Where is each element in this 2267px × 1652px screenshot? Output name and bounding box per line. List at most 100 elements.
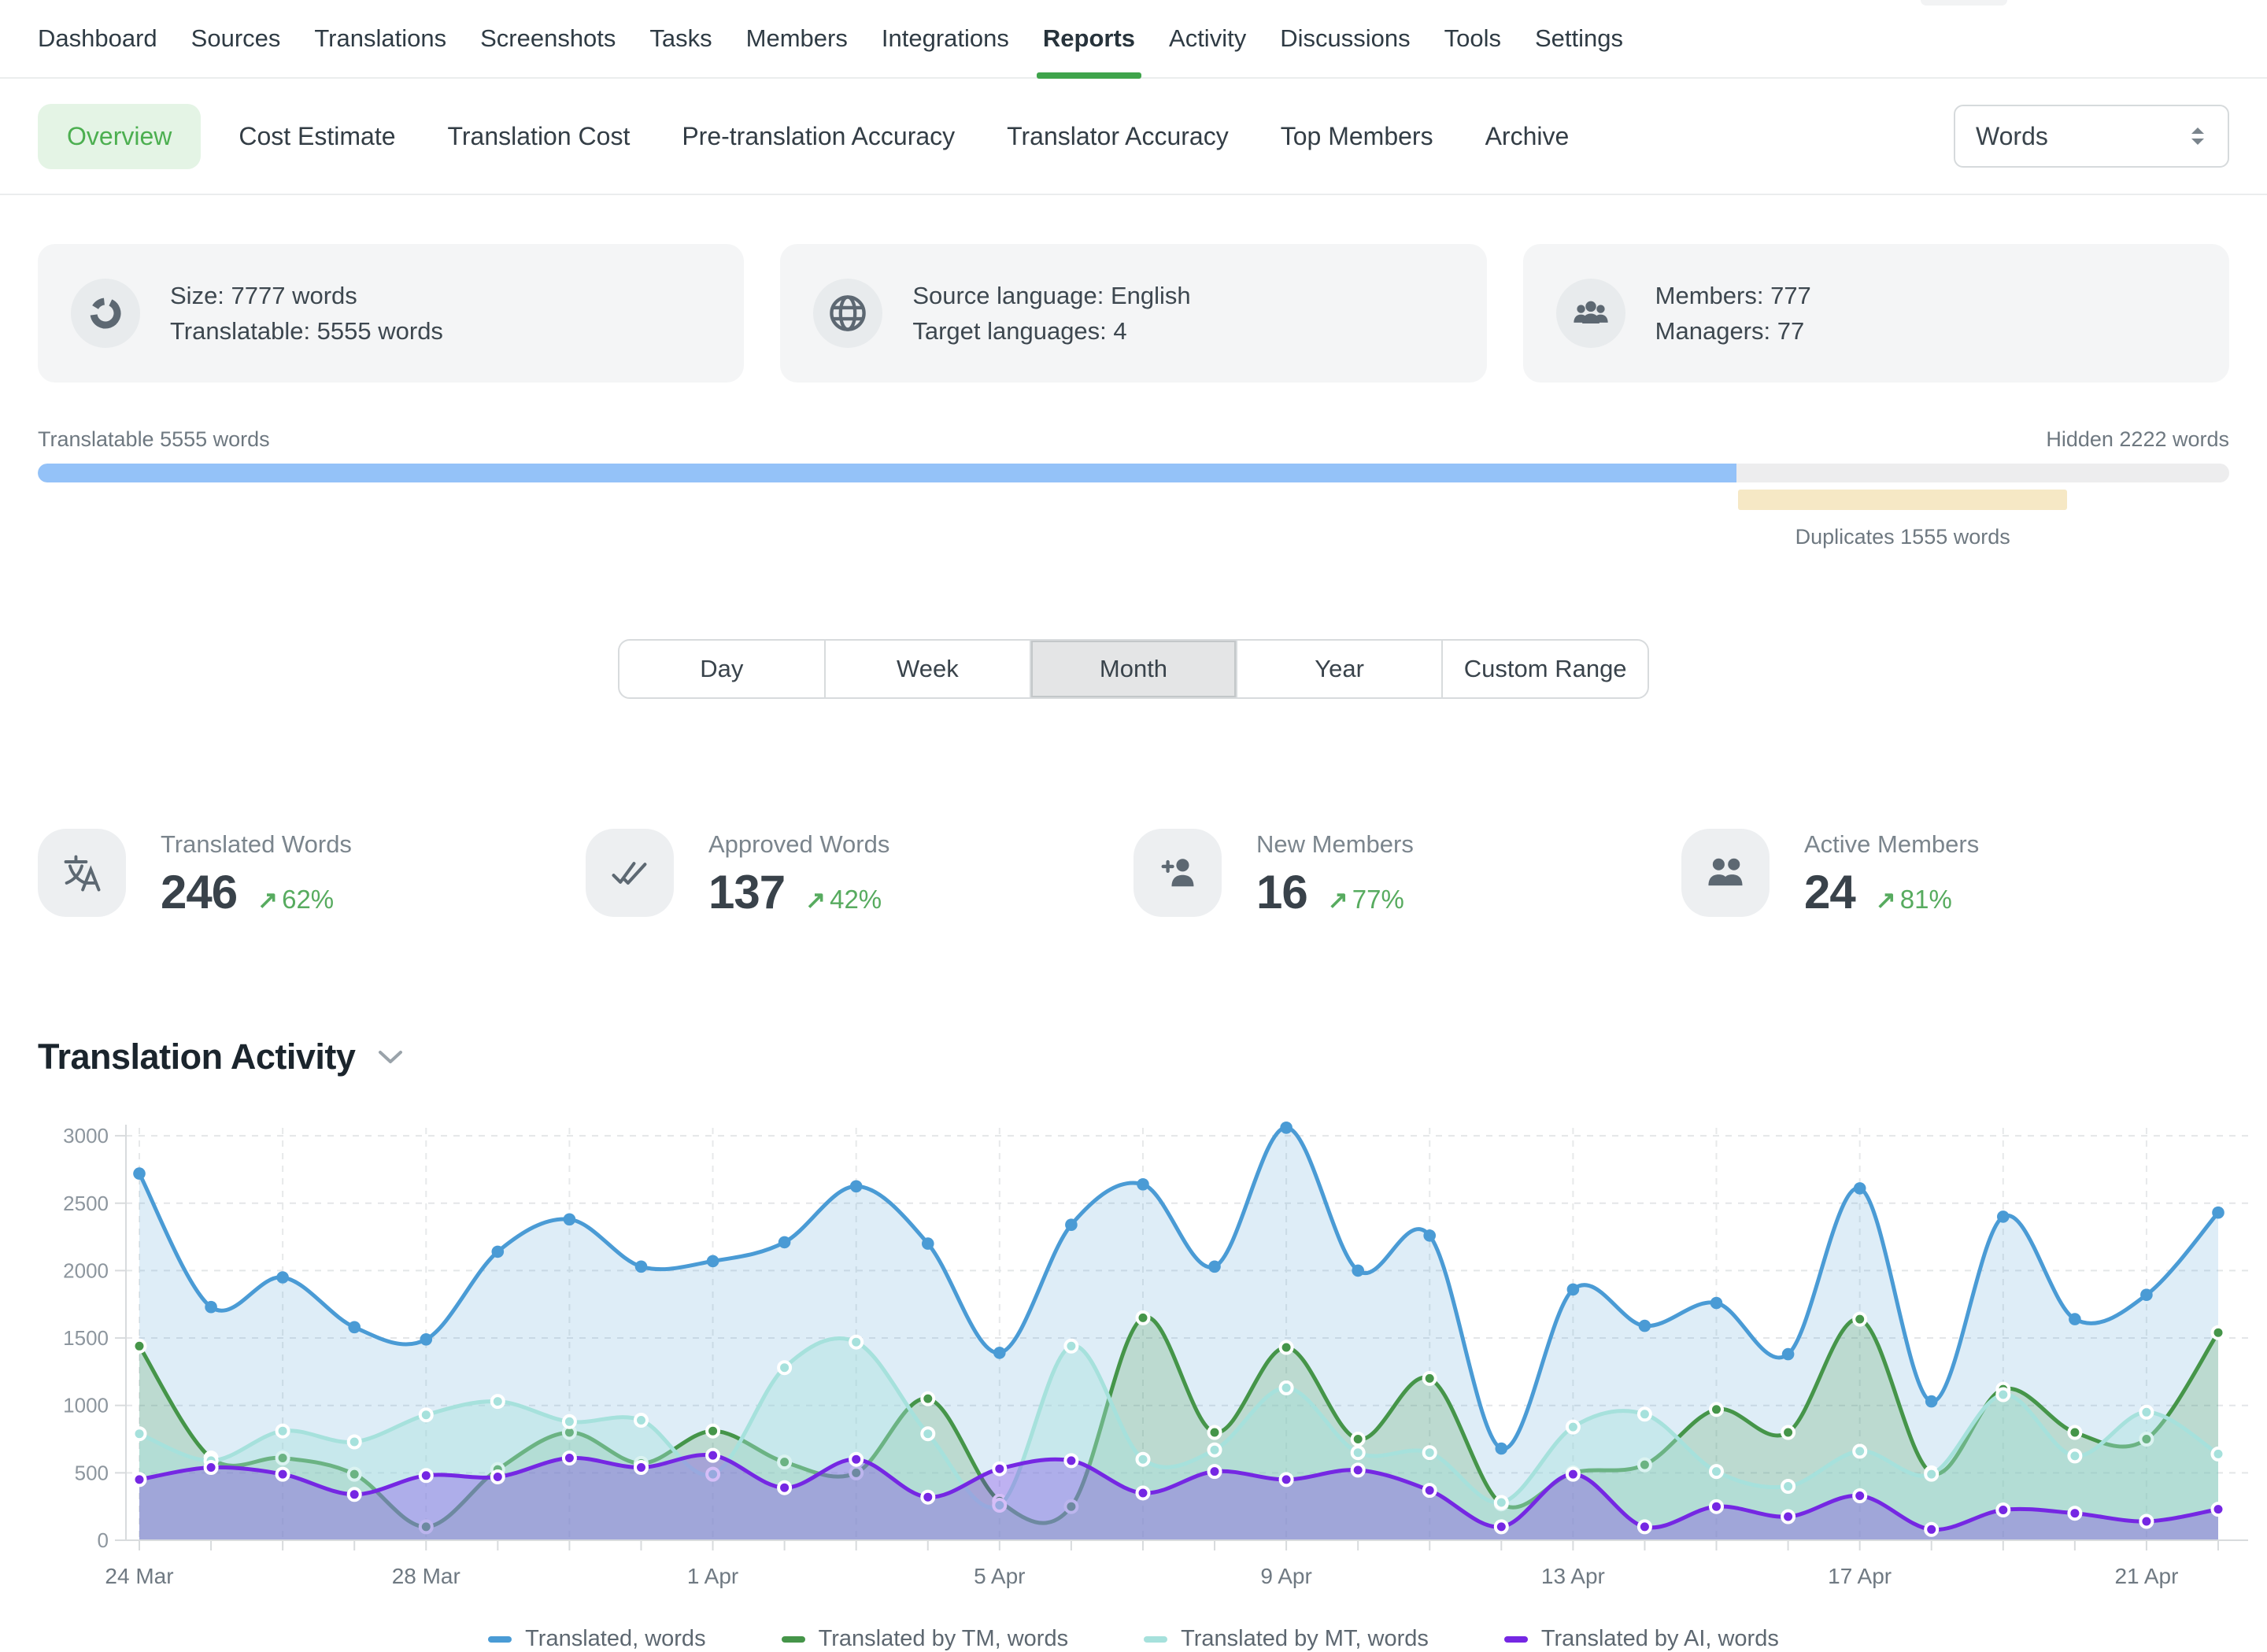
chart-point[interactable] xyxy=(1137,1454,1149,1465)
subnav-item-top-members[interactable]: Top Members xyxy=(1281,122,1433,151)
legend-item-3[interactable]: Translated by AI, words xyxy=(1504,1626,1779,1652)
nav-item-screenshots[interactable]: Screenshots xyxy=(480,0,616,77)
chart-point[interactable] xyxy=(277,1469,289,1480)
chart-point[interactable] xyxy=(492,1246,505,1258)
chart-point[interactable] xyxy=(1782,1348,1795,1361)
chart-point[interactable] xyxy=(778,1362,790,1373)
chart-point[interactable] xyxy=(1925,1395,1938,1408)
chart-point[interactable] xyxy=(1997,1389,2009,1401)
chart-point[interactable] xyxy=(492,1395,504,1407)
chart-point[interactable] xyxy=(1639,1408,1651,1420)
nav-item-dashboard[interactable]: Dashboard xyxy=(38,0,157,77)
chart-point[interactable] xyxy=(1137,1178,1149,1191)
chart-point[interactable] xyxy=(1710,1465,1722,1477)
chart-point[interactable] xyxy=(2140,1406,2152,1418)
chart-point[interactable] xyxy=(1782,1511,1794,1523)
chart-point[interactable] xyxy=(1209,1465,1221,1477)
chart-point[interactable] xyxy=(922,1428,934,1439)
nav-item-tools[interactable]: Tools xyxy=(1444,0,1501,77)
chart-point[interactable] xyxy=(349,1436,361,1448)
range-tab-week[interactable]: Week xyxy=(824,641,1030,697)
chart-point[interactable] xyxy=(134,1340,146,1352)
nav-item-tasks[interactable]: Tasks xyxy=(649,0,712,77)
chart-point[interactable] xyxy=(1496,1521,1507,1532)
chart-point[interactable] xyxy=(1424,1484,1436,1496)
chart-point[interactable] xyxy=(1065,1454,1077,1466)
chart-point[interactable] xyxy=(922,1491,934,1503)
chart-point[interactable] xyxy=(993,1463,1005,1475)
chart-point[interactable] xyxy=(707,1450,719,1462)
nav-item-translations[interactable]: Translations xyxy=(314,0,446,77)
chart-point[interactable] xyxy=(205,1462,217,1473)
chart-point[interactable] xyxy=(1137,1312,1149,1324)
legend-item-2[interactable]: Translated by MT, words xyxy=(1144,1626,1429,1652)
chart-point[interactable] xyxy=(276,1271,289,1284)
chart-point[interactable] xyxy=(1639,1320,1651,1332)
chart-point[interactable] xyxy=(2213,1503,2224,1515)
chevron-down-icon[interactable] xyxy=(377,1048,404,1066)
range-tab-month[interactable]: Month xyxy=(1030,641,1236,697)
subnav-item-pre-translation-accuracy[interactable]: Pre-translation Accuracy xyxy=(682,122,955,151)
chart-point[interactable] xyxy=(850,1336,862,1348)
chart-point[interactable] xyxy=(564,1452,575,1464)
chart-point[interactable] xyxy=(2140,1516,2152,1528)
chart-point[interactable] xyxy=(850,1454,862,1465)
legend-item-0[interactable]: Translated, words xyxy=(488,1626,705,1652)
chart-point[interactable] xyxy=(778,1236,791,1249)
chart-point[interactable] xyxy=(993,1347,1006,1359)
chart-point[interactable] xyxy=(420,1409,432,1421)
chart-point[interactable] xyxy=(1281,1342,1293,1354)
chart-point[interactable] xyxy=(1782,1427,1794,1439)
chart-point[interactable] xyxy=(1925,1469,1937,1480)
chart-point[interactable] xyxy=(1281,1382,1293,1394)
chart-point[interactable] xyxy=(1352,1447,1364,1458)
chart-point[interactable] xyxy=(1925,1524,1937,1536)
chart-point[interactable] xyxy=(707,1425,719,1437)
chart-point[interactable] xyxy=(1854,1182,1866,1195)
chart-point[interactable] xyxy=(2069,1427,2080,1439)
chart-point[interactable] xyxy=(1209,1444,1221,1456)
chart-point[interactable] xyxy=(1137,1488,1149,1499)
range-tab-custom-range[interactable]: Custom Range xyxy=(1441,641,1648,697)
chart-point[interactable] xyxy=(492,1471,504,1483)
chart-point[interactable] xyxy=(1854,1490,1866,1502)
chart-point[interactable] xyxy=(1352,1433,1364,1445)
chart-point[interactable] xyxy=(778,1482,790,1494)
chart-point[interactable] xyxy=(1352,1464,1364,1476)
chart-point[interactable] xyxy=(1209,1427,1221,1439)
chart-point[interactable] xyxy=(1854,1314,1866,1325)
chart-point[interactable] xyxy=(1352,1265,1364,1277)
chart-point[interactable] xyxy=(1281,1473,1293,1485)
chart-point[interactable] xyxy=(1208,1261,1221,1273)
chart-point[interactable] xyxy=(133,1167,146,1180)
chart-point[interactable] xyxy=(1854,1445,1866,1457)
chart-point[interactable] xyxy=(1496,1497,1507,1509)
nav-item-discussions[interactable]: Discussions xyxy=(1280,0,1410,77)
chart-point[interactable] xyxy=(1424,1447,1436,1458)
chart-point[interactable] xyxy=(850,1181,863,1193)
legend-item-1[interactable]: Translated by TM, words xyxy=(782,1626,1069,1652)
subnav-item-archive[interactable]: Archive xyxy=(1485,122,1570,151)
nav-item-members[interactable]: Members xyxy=(746,0,848,77)
chart-point[interactable] xyxy=(1567,1469,1579,1480)
chart-point[interactable] xyxy=(1496,1443,1508,1455)
chart-point[interactable] xyxy=(1639,1521,1651,1532)
chart-point[interactable] xyxy=(2213,1327,2224,1339)
chart-point[interactable] xyxy=(635,1462,647,1473)
subnav-item-translation-cost[interactable]: Translation Cost xyxy=(448,122,631,151)
chart-point[interactable] xyxy=(1782,1480,1794,1492)
chart-point[interactable] xyxy=(2069,1450,2080,1462)
chart-point[interactable] xyxy=(564,1214,576,1226)
range-tab-year[interactable]: Year xyxy=(1236,641,1442,697)
chart-point[interactable] xyxy=(2069,1313,2081,1325)
range-tab-day[interactable]: Day xyxy=(619,641,824,697)
chart-point[interactable] xyxy=(1423,1229,1436,1242)
nav-item-reports[interactable]: Reports xyxy=(1043,0,1135,77)
chart-point[interactable] xyxy=(420,1469,432,1481)
chart-point[interactable] xyxy=(2212,1207,2224,1219)
chart-point[interactable] xyxy=(349,1488,361,1500)
chart-point[interactable] xyxy=(1280,1122,1293,1134)
nav-item-sources[interactable]: Sources xyxy=(191,0,281,77)
chart-point[interactable] xyxy=(564,1416,575,1428)
nav-item-settings[interactable]: Settings xyxy=(1535,0,1623,77)
